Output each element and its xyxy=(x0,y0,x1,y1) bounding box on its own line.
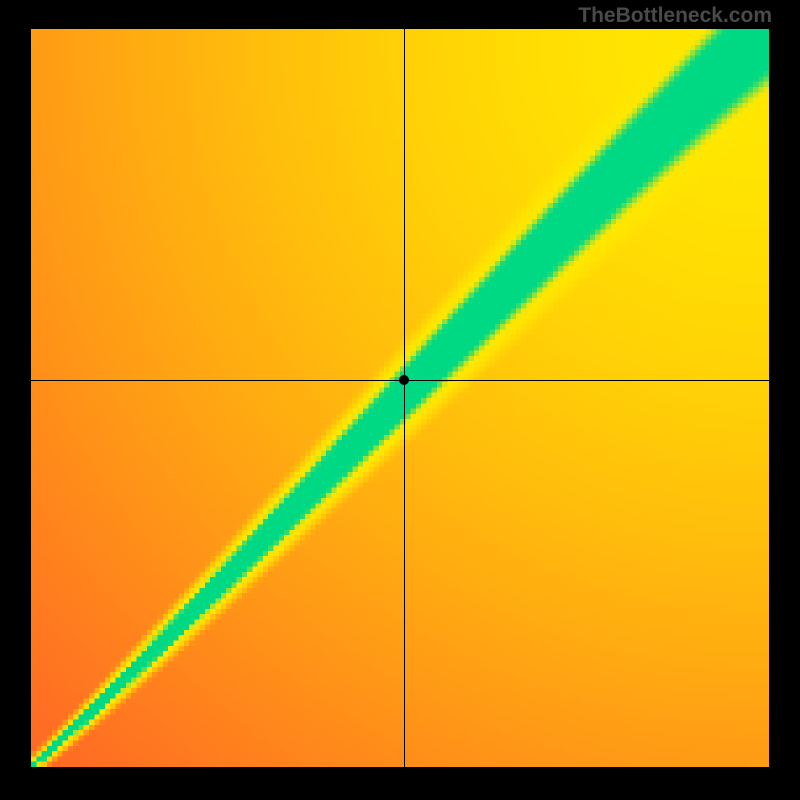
watermark-text: TheBottleneck.com xyxy=(578,4,772,28)
crosshair-vertical xyxy=(404,29,405,767)
chart-frame: TheBottleneck.com xyxy=(0,0,800,800)
plot-area xyxy=(31,29,769,767)
crosshair-marker xyxy=(399,375,409,385)
heatmap-canvas xyxy=(31,29,769,767)
